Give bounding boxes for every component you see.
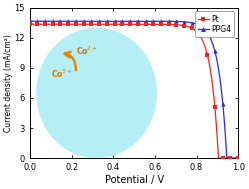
Text: Co$^{2+}$: Co$^{2+}$ [76, 44, 97, 57]
Text: Co$^{3+}$: Co$^{3+}$ [51, 67, 72, 80]
Ellipse shape [36, 28, 157, 158]
Legend: Pt, PPG4: Pt, PPG4 [194, 12, 235, 37]
X-axis label: Potential / V: Potential / V [105, 175, 164, 185]
Y-axis label: Current density (mA/cm²): Current density (mA/cm²) [4, 34, 13, 132]
